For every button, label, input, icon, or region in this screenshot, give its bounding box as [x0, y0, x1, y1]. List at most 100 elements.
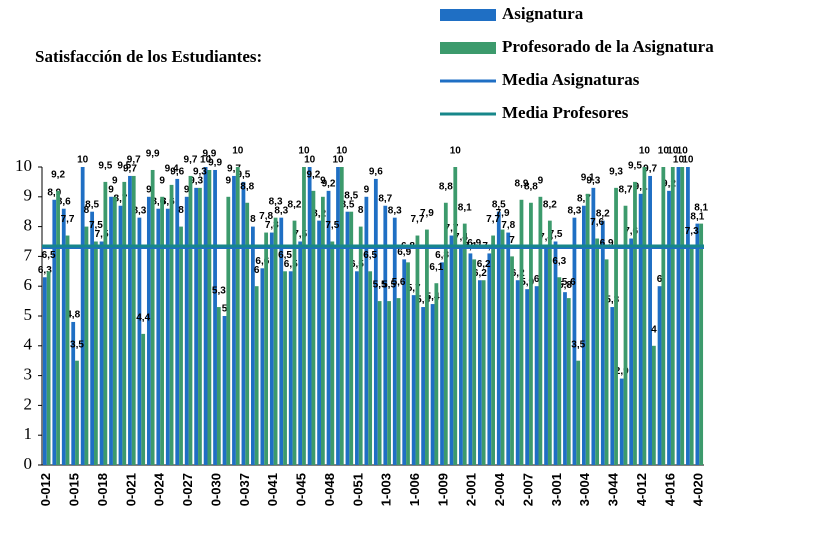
value-label: 8,7: [577, 193, 591, 204]
legend-label: Asignatura: [502, 4, 584, 23]
value-label: 8,9: [515, 178, 529, 189]
value-label: 8,2: [312, 208, 326, 219]
value-label: 7,4: [539, 232, 553, 243]
value-label: 9: [159, 175, 165, 186]
bar: [661, 167, 666, 465]
x-tick-label: 1-003: [379, 473, 394, 506]
x-tick-label: 0-051: [350, 473, 365, 506]
value-label: 5,3: [605, 295, 619, 306]
value-label: 4,4: [136, 313, 150, 324]
bar: [307, 167, 312, 465]
x-tick-label: 4-016: [662, 473, 677, 506]
bar: [373, 178, 378, 466]
value-label: 8,3: [388, 205, 402, 216]
value-label: 9,7: [184, 155, 198, 166]
bar: [75, 360, 79, 465]
bar: [71, 321, 76, 465]
bar: [459, 244, 463, 465]
value-label: 7,4: [454, 232, 468, 243]
bar: [292, 220, 297, 465]
value-label: 9: [112, 175, 118, 186]
bar: [411, 295, 416, 465]
value-label: 9: [108, 184, 114, 195]
bar: [496, 211, 501, 465]
value-label: 8,2: [288, 199, 302, 210]
bar: [462, 223, 467, 465]
bar: [184, 196, 189, 466]
value-label: 7,9: [420, 208, 434, 219]
x-tick-label: 3-044: [606, 472, 621, 506]
value-label: 7,7: [61, 214, 75, 225]
x-tick-label: 0-024: [152, 472, 167, 506]
bar: [235, 167, 240, 465]
y-tick-label: 1: [24, 424, 33, 443]
value-label: 5,8: [558, 280, 572, 291]
y-tick-label: 5: [24, 305, 33, 324]
y-tick-label: 9: [24, 186, 33, 205]
bar: [203, 167, 208, 465]
bar: [254, 286, 259, 465]
value-label: 7,3: [685, 226, 699, 237]
bar: [311, 190, 316, 465]
value-label: 9,7: [643, 164, 657, 175]
value-label: 5,3: [416, 295, 430, 306]
bar: [339, 167, 344, 465]
legend-label: Profesorado de la Asignatura: [502, 37, 714, 56]
value-label: 9,5: [236, 170, 250, 181]
x-tick-label: 3-001: [549, 473, 564, 506]
x-tick-label: 1-009: [435, 473, 450, 506]
bar: [298, 241, 303, 465]
value-label: 10: [304, 155, 316, 166]
value-label: 8,1: [694, 202, 708, 213]
value-label: 6,9: [397, 247, 411, 258]
x-tick-label: 0-041: [265, 473, 280, 506]
y-tick-label: 10: [15, 156, 32, 175]
bar: [538, 196, 543, 466]
value-label: 8,6: [161, 196, 175, 207]
bar: [175, 178, 180, 466]
bar: [213, 169, 217, 466]
legend-label: Media Profesores: [502, 103, 629, 122]
bar: [302, 167, 306, 465]
value-label: 9,7: [123, 164, 137, 175]
bar: [387, 301, 391, 465]
value-label: 8,2: [596, 208, 610, 219]
value-label: 2,9: [615, 366, 629, 377]
value-label: 9: [538, 175, 544, 186]
bar: [141, 333, 146, 465]
bar: [667, 190, 671, 465]
value-label: 6,5: [42, 250, 56, 261]
value-label: 9,7: [227, 164, 241, 175]
bar: [61, 208, 66, 465]
y-tick-label: 0: [24, 454, 33, 473]
bar: [600, 220, 605, 465]
y-tick-label: 2: [24, 394, 33, 413]
value-label: 9,9: [208, 158, 222, 169]
bar: [676, 167, 681, 465]
bar: [619, 378, 624, 465]
bar: [52, 199, 57, 465]
value-label: 5,5: [382, 280, 396, 291]
value-label: 8,3: [567, 205, 581, 216]
bar: [377, 301, 382, 465]
value-label: 6: [657, 274, 663, 285]
bar: [686, 167, 690, 465]
bar: [65, 235, 70, 465]
y-tick-label: 8: [24, 216, 33, 235]
x-tick-label: 4-012: [634, 473, 649, 506]
value-label: 6,9: [467, 238, 481, 249]
bar: [468, 253, 473, 465]
value-label: 7,8: [259, 211, 273, 222]
bar: [326, 190, 331, 465]
bar: [122, 181, 127, 465]
value-label: 6,3: [38, 265, 52, 276]
bar: [241, 181, 246, 465]
bar: [99, 241, 104, 465]
value-label: 7,6: [624, 226, 638, 237]
value-label: 5,7: [407, 283, 421, 294]
x-tick-label: 4-020: [691, 473, 706, 506]
bar: [534, 286, 539, 465]
bar: [131, 175, 136, 465]
value-label: 4: [651, 324, 657, 335]
value-label: 8,5: [492, 199, 506, 210]
